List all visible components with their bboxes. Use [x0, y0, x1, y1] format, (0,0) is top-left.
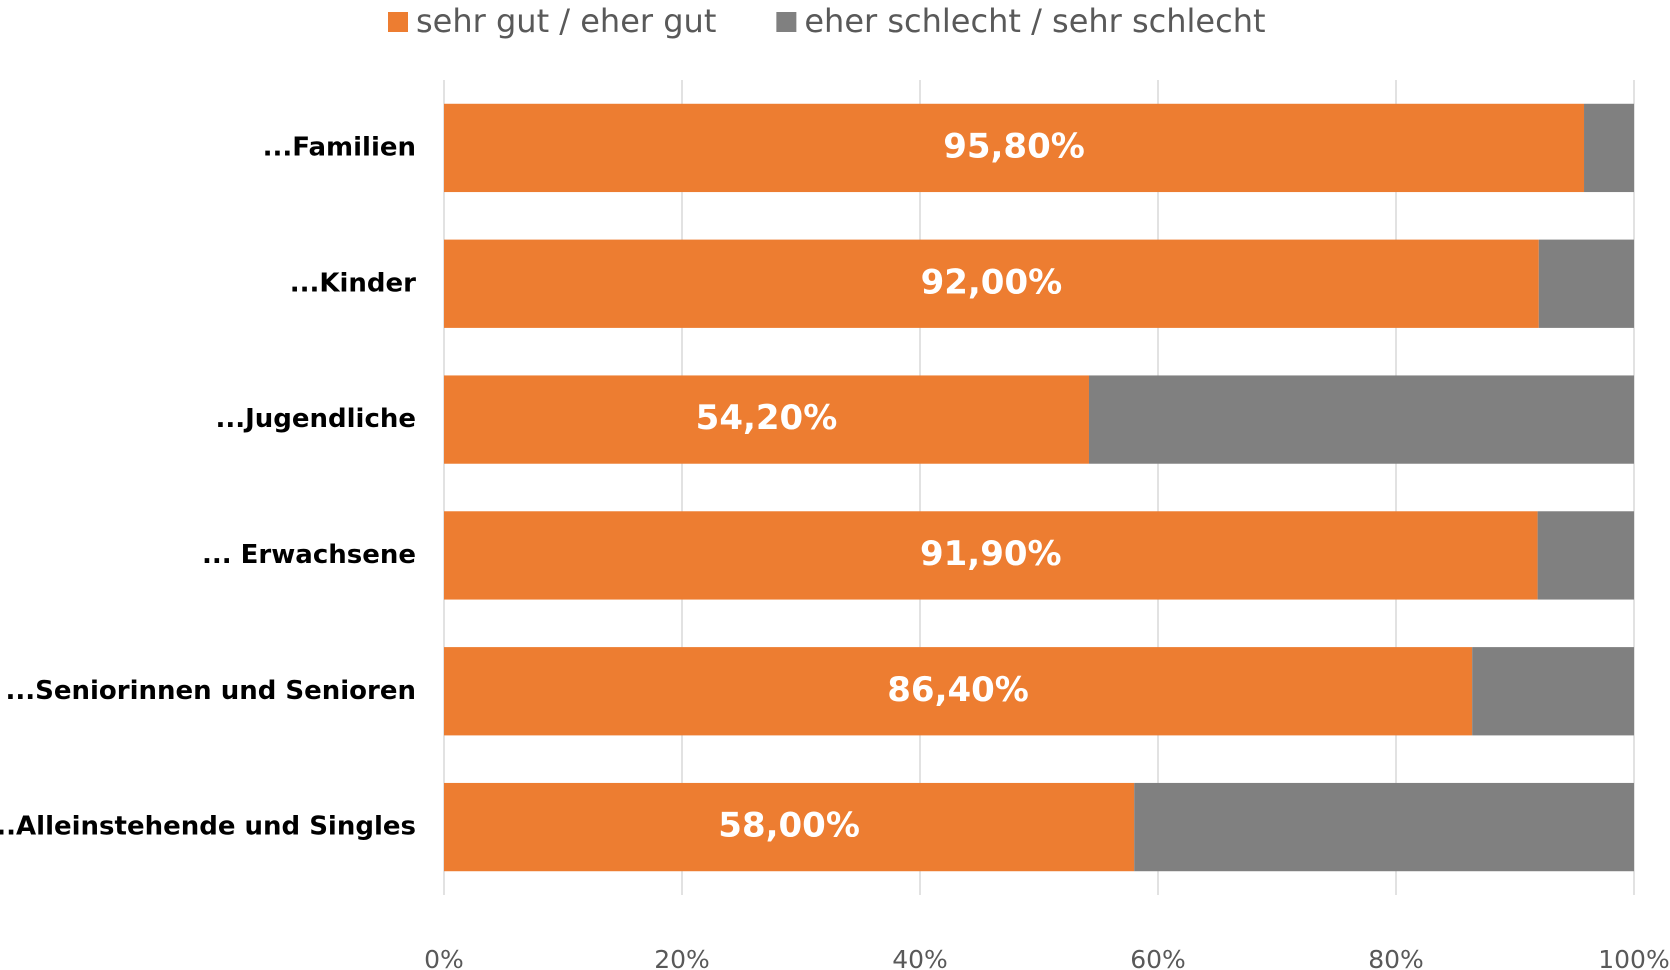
- y-tick-label: ... Erwachsene: [202, 540, 416, 570]
- bar-segment: [1537, 511, 1634, 600]
- bar-segment: [1584, 103, 1634, 193]
- data-label: 91,90%: [920, 534, 1062, 574]
- bar-segment: [444, 511, 1538, 600]
- bar-segment: [1134, 782, 1634, 872]
- legend-swatch: [388, 12, 408, 32]
- x-tick-label: 0%: [424, 945, 464, 970]
- data-label: 54,20%: [696, 398, 838, 438]
- bar-segment: [444, 239, 1539, 328]
- bar-segment: [444, 782, 1135, 872]
- bar-segment: [1538, 239, 1634, 328]
- bar-segment: [444, 375, 1089, 464]
- bar-segment: [1088, 375, 1634, 464]
- data-label: 95,80%: [943, 126, 1085, 166]
- data-label: 86,40%: [887, 670, 1029, 710]
- bar-segment: [1472, 647, 1634, 736]
- data-label: 58,00%: [718, 806, 860, 846]
- y-tick-label: ...Jugendliche: [215, 404, 416, 434]
- legend-swatch: [776, 12, 797, 32]
- y-tick-label: ...Alleinstehende und Singles: [0, 812, 416, 842]
- data-label: 92,00%: [921, 262, 1063, 302]
- x-tick-label: 60%: [1130, 945, 1186, 970]
- y-tick-label: ...Kinder: [290, 268, 416, 298]
- x-tick-label: 40%: [892, 945, 948, 970]
- x-tick-label: 20%: [654, 945, 710, 970]
- legend-label: sehr gut / eher gut: [416, 2, 716, 40]
- y-tick-label: ...Familien: [263, 132, 416, 162]
- x-tick-label: 100%: [1598, 945, 1669, 970]
- legend-label: eher schlecht / sehr schlecht: [804, 2, 1265, 40]
- bar-segment: [444, 647, 1473, 736]
- bar-segment: [444, 103, 1585, 193]
- y-tick-label: ...Seniorinnen und Senioren: [5, 676, 416, 706]
- x-tick-label: 80%: [1368, 945, 1424, 970]
